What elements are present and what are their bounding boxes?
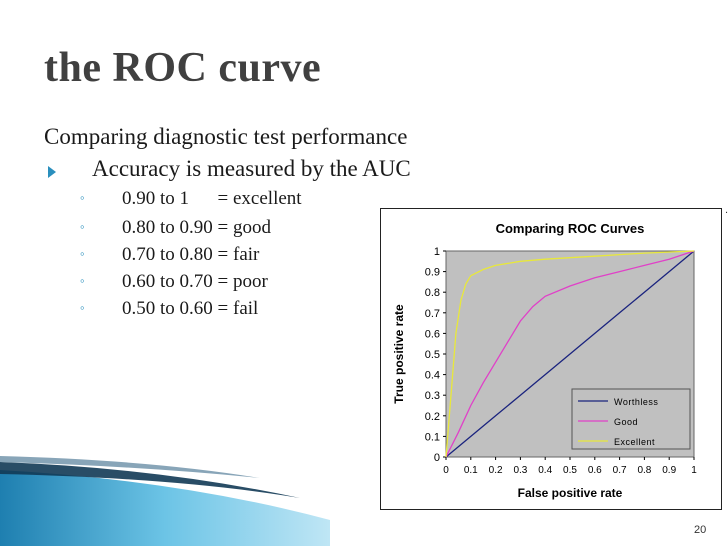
scale-range-text: 0.90 to 1 = excellent — [122, 188, 302, 209]
series-line-good — [445, 250, 695, 458]
stray-mark: . — [725, 204, 728, 216]
x-tick-label: 0.9 — [662, 465, 676, 476]
series-line-worthless — [445, 250, 695, 458]
scale-range-text: 0.60 to 0.70 = poor — [122, 271, 268, 292]
circle-bullet-icon: ◦ — [80, 273, 85, 288]
y-tick-label: 0.8 — [425, 287, 440, 299]
legend-label: Excellent — [614, 437, 655, 447]
y-tick-label: 0.2 — [425, 411, 440, 423]
y-tick-label: 0.4 — [425, 370, 440, 382]
series-line-excellent — [445, 250, 695, 458]
scale-range-text: 0.50 to 0.60 = fail — [122, 298, 259, 319]
y-tick-label: 0 — [434, 452, 440, 464]
x-axis-label: False positive rate — [518, 486, 623, 500]
y-tick-label: 0.6 — [425, 328, 440, 340]
roc-chart-svg: Comparing ROC Curves 0 0.1 0.2 0.3 0.4 0.5 0.6 0… — [392, 221, 697, 500]
x-tick-label: 0.5 — [563, 465, 577, 476]
auc-bullet-text: Accuracy is measured by the AUC — [92, 156, 411, 181]
scale-item: ◦ 0.60 to 0.70 = poor — [0, 271, 380, 293]
slide-title: the ROC curve — [44, 45, 322, 91]
circle-bullet-icon: ◦ — [80, 246, 85, 261]
y-tick-label: 0.9 — [425, 267, 440, 279]
x-tick-label: 0 — [443, 465, 449, 476]
legend-box — [571, 388, 691, 450]
arrow-bullet-icon — [48, 166, 56, 178]
page-number: 20 — [694, 524, 707, 536]
scale-range-text: 0.70 to 0.80 = fair — [122, 244, 260, 265]
y-tick-label: 0.7 — [425, 308, 440, 320]
y-tick-label: 0.3 — [425, 390, 440, 402]
scale-item: ◦ 0.50 to 0.60 = fail — [0, 298, 380, 320]
roc-chart: Comparing ROC Curves 0 0.1 0.2 0.3 0.4 0.5 0.6 0… — [380, 208, 722, 510]
x-tick-label: 0.1 — [464, 465, 478, 476]
x-tick-label: 1 — [691, 465, 697, 476]
legend-label: Good — [614, 417, 638, 427]
x-tick-label: 0.3 — [513, 465, 527, 476]
circle-bullet-icon: ◦ — [80, 219, 85, 234]
scale-range-text: 0.80 to 0.90 = good — [122, 217, 271, 238]
circle-bullet-icon: ◦ — [80, 300, 85, 315]
legend-label: Worthless — [614, 397, 658, 407]
x-tick-label: 0.7 — [613, 465, 627, 476]
y-tick-label: 0.5 — [425, 349, 440, 361]
x-tick-label: 0.8 — [637, 465, 651, 476]
y-axis-label: True positive rate — [392, 304, 406, 404]
y-tick-label: 0.1 — [425, 431, 440, 443]
scale-item: ◦ 0.80 to 0.90 = good — [0, 217, 380, 239]
scale-item: ◦ 0.90 to 1 = excellent — [0, 188, 380, 210]
circle-bullet-icon: ◦ — [80, 190, 85, 205]
x-tick-label: 0.2 — [489, 465, 503, 476]
lead-text: Comparing diagnostic test performance — [44, 124, 408, 149]
x-tick-label: 0.4 — [538, 465, 552, 476]
x-tick-label: 0.6 — [588, 465, 602, 476]
scale-item: ◦ 0.70 to 0.80 = fair — [0, 244, 380, 266]
y-tick-label: 1 — [434, 246, 440, 258]
chart-title: Comparing ROC Curves — [496, 221, 645, 236]
